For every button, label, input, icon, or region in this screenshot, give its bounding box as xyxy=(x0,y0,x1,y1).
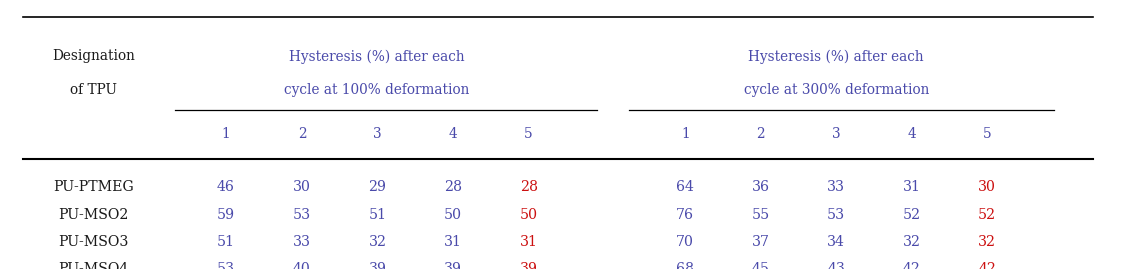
Text: 50: 50 xyxy=(444,208,462,222)
Text: 33: 33 xyxy=(827,180,845,194)
Text: 39: 39 xyxy=(444,262,462,269)
Text: 28: 28 xyxy=(444,180,462,194)
Text: Hysteresis (%) after each: Hysteresis (%) after each xyxy=(290,49,464,64)
Text: 59: 59 xyxy=(216,208,234,222)
Text: 31: 31 xyxy=(520,235,538,249)
Text: 5: 5 xyxy=(524,128,533,141)
Text: 2: 2 xyxy=(756,128,765,141)
Text: 42: 42 xyxy=(978,262,996,269)
Text: 37: 37 xyxy=(752,235,770,249)
Text: 2: 2 xyxy=(298,128,307,141)
Text: 53: 53 xyxy=(827,208,845,222)
Text: 34: 34 xyxy=(827,235,845,249)
Text: 1: 1 xyxy=(221,128,230,141)
Text: 33: 33 xyxy=(293,235,311,249)
Text: 4: 4 xyxy=(907,128,916,141)
Text: 28: 28 xyxy=(520,180,538,194)
Text: 29: 29 xyxy=(369,180,387,194)
Text: 70: 70 xyxy=(676,235,694,249)
Text: 39: 39 xyxy=(369,262,387,269)
Text: 31: 31 xyxy=(444,235,462,249)
Text: cycle at 100% deformation: cycle at 100% deformation xyxy=(284,83,470,97)
Text: 50: 50 xyxy=(520,208,538,222)
Text: 3: 3 xyxy=(373,128,382,141)
Text: 30: 30 xyxy=(978,180,996,194)
Text: 30: 30 xyxy=(293,180,311,194)
Text: 68: 68 xyxy=(676,262,694,269)
Text: 40: 40 xyxy=(293,262,311,269)
Text: 32: 32 xyxy=(369,235,387,249)
Text: 32: 32 xyxy=(903,235,921,249)
Text: 53: 53 xyxy=(293,208,311,222)
Text: 76: 76 xyxy=(676,208,694,222)
Text: 39: 39 xyxy=(520,262,538,269)
Text: 53: 53 xyxy=(216,262,234,269)
Text: 31: 31 xyxy=(903,180,921,194)
Text: 43: 43 xyxy=(827,262,845,269)
Text: 64: 64 xyxy=(676,180,694,194)
Text: PU-PTMEG: PU-PTMEG xyxy=(53,180,134,194)
Text: Hysteresis (%) after each: Hysteresis (%) after each xyxy=(748,49,924,64)
Text: PU-MSO4: PU-MSO4 xyxy=(59,262,128,269)
Text: 1: 1 xyxy=(681,128,690,141)
Text: 52: 52 xyxy=(903,208,921,222)
Text: 55: 55 xyxy=(752,208,770,222)
Text: 51: 51 xyxy=(369,208,387,222)
Text: 51: 51 xyxy=(216,235,234,249)
Text: 42: 42 xyxy=(903,262,921,269)
Text: PU-MSO2: PU-MSO2 xyxy=(59,208,128,222)
Text: PU-MSO3: PU-MSO3 xyxy=(59,235,128,249)
Text: 45: 45 xyxy=(752,262,770,269)
Text: cycle at 300% deformation: cycle at 300% deformation xyxy=(744,83,929,97)
Text: 4: 4 xyxy=(449,128,458,141)
Text: 32: 32 xyxy=(978,235,996,249)
Text: Designation: Designation xyxy=(52,49,135,63)
Text: 36: 36 xyxy=(752,180,770,194)
Text: 3: 3 xyxy=(832,128,841,141)
Text: 52: 52 xyxy=(978,208,996,222)
Text: 46: 46 xyxy=(216,180,234,194)
Text: of TPU: of TPU xyxy=(70,83,117,97)
Text: 5: 5 xyxy=(983,128,992,141)
